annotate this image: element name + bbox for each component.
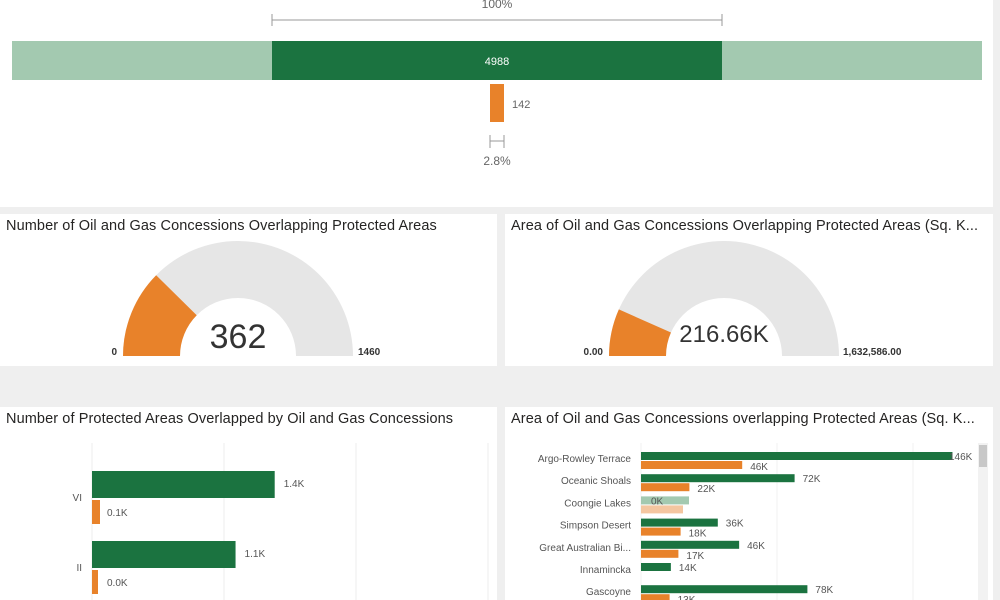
region-bar-green[interactable]	[641, 563, 671, 571]
gauge-area-chart: 216.66K 0.00 1,632,586.00	[584, 241, 902, 358]
category-bar-orange-label: 0.0K	[107, 578, 128, 589]
region-bar-orange[interactable]	[641, 505, 683, 514]
category-bar-green-label: 1.1K	[245, 549, 266, 560]
region-axis-label: Simpson Desert	[560, 521, 631, 532]
region-bar-green-label: 78K	[815, 585, 833, 596]
funnel-main-bar[interactable]	[272, 41, 722, 80]
gauge-count-title: Number of Oil and Gas Concessions Overla…	[6, 218, 437, 234]
region-bar-orange-label: 22K	[697, 484, 715, 495]
region-bar-green[interactable]	[641, 518, 718, 527]
region-bar-green-label: 46K	[747, 541, 765, 552]
gauge-area-min: 0.00	[584, 347, 604, 358]
gauge-area-value: 216.66K	[679, 321, 768, 348]
region-bar-title: Area of Oil and Gas Concessions overlapp…	[511, 411, 975, 427]
category-axis-label: II	[76, 563, 82, 574]
region-bar-green[interactable]	[641, 452, 953, 460]
gauge-area-title: Area of Oil and Gas Concessions Overlapp…	[511, 218, 979, 234]
category-bar-green[interactable]	[92, 471, 275, 498]
category-bar-green-label: 1.4K	[284, 479, 305, 490]
category-bar-panel[interactable]: Number of Protected Areas Overlapped by …	[0, 407, 497, 600]
gauge-area-track	[609, 241, 839, 356]
funnel-sub-bar[interactable]	[490, 84, 504, 122]
scrollbar-track[interactable]	[978, 443, 988, 600]
region-bar-orange-label: 17K	[686, 551, 704, 562]
category-bar-green[interactable]	[92, 541, 236, 568]
region-bar-orange[interactable]	[641, 483, 690, 492]
region-bar-green[interactable]	[641, 496, 689, 505]
funnel-chart: 100% 4988 142 2.8%	[12, 0, 982, 168]
category-bar-orange[interactable]	[92, 500, 100, 524]
region-bar-green-label: 146K	[949, 452, 973, 463]
region-axis-label: Gascoyne	[586, 587, 631, 598]
gauge-count-chart: 362 0 1460	[111, 241, 381, 358]
region-bar-orange[interactable]	[641, 461, 743, 469]
gauge-area-panel[interactable]: Area of Oil and Gas Concessions Overlapp…	[505, 214, 993, 366]
sub-percent-label: 2.8%	[483, 154, 511, 168]
region-axis-label: Innamincka	[580, 565, 632, 576]
gauge-count-panel[interactable]: Number of Oil and Gas Concessions Overla…	[0, 214, 497, 366]
region-bar-green[interactable]	[641, 474, 795, 483]
region-bar-green-label: 72K	[803, 474, 821, 485]
gauge-area-max: 1,632,586.00	[843, 347, 902, 358]
category-bar-title: Number of Protected Areas Overlapped by …	[6, 411, 454, 427]
region-bar-green-label: 0K	[651, 496, 664, 507]
top-percent-label: 100%	[482, 0, 513, 11]
category-axis-label: VI	[73, 493, 82, 504]
gauge-count-value: 362	[210, 318, 267, 356]
scrollbar-thumb[interactable]	[979, 445, 987, 467]
category-bar-chart: VI 1.4K 0.1K II 1.1K 0.0K	[73, 443, 489, 600]
gauge-count-min: 0	[111, 347, 117, 358]
region-bar-panel[interactable]: Area of Oil and Gas Concessions overlapp…	[505, 407, 993, 600]
region-bar-orange[interactable]	[641, 594, 670, 600]
gauge-area-fill	[609, 309, 671, 356]
region-bar-green-label: 14K	[679, 563, 697, 574]
region-axis-label: Great Australian Bi...	[539, 543, 631, 554]
funnel-main-value: 4988	[485, 56, 509, 68]
region-bar-orange-label: 46K	[750, 462, 768, 473]
gauge-count-fill	[123, 275, 197, 356]
region-bar-orange-label: 13K	[678, 595, 696, 600]
region-bar-green[interactable]	[641, 540, 740, 549]
region-bar-green[interactable]	[641, 585, 808, 594]
region-bar-orange-label: 18K	[689, 529, 707, 540]
gauge-count-max: 1460	[358, 347, 381, 358]
region-bar-green-label: 36K	[726, 519, 744, 530]
category-bar-orange[interactable]	[92, 570, 98, 594]
region-axis-label: Oceanic Shoals	[561, 476, 631, 487]
funnel-panel: 100% 4988 142 2.8%	[0, 0, 993, 207]
category-bar-orange-label: 0.1K	[107, 508, 128, 519]
funnel-sub-value: 142	[512, 99, 530, 111]
region-axis-label: Coongie Lakes	[564, 498, 631, 509]
region-axis-label: Argo-Rowley Terrace	[538, 454, 632, 465]
region-bar-orange[interactable]	[641, 527, 681, 536]
region-bar-chart: Argo-Rowley Terrace 146K 46K Oceanic Shoals…	[538, 443, 973, 600]
region-bar-orange[interactable]	[641, 549, 679, 558]
